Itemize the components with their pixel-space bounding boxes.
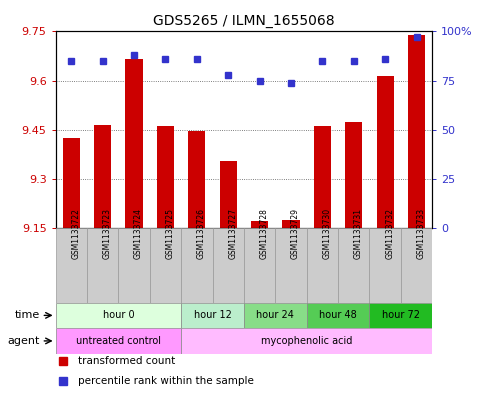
Text: hour 12: hour 12 [194, 310, 231, 320]
Text: untreated control: untreated control [76, 336, 161, 346]
Bar [338, 228, 369, 303]
Bar [369, 228, 401, 303]
Text: GSM1133725: GSM1133725 [165, 208, 174, 259]
Text: GSM1133722: GSM1133722 [71, 208, 80, 259]
Bar [275, 228, 307, 303]
Bar [157, 127, 174, 228]
Text: time: time [14, 310, 40, 320]
Bar [118, 228, 150, 303]
Bar [126, 59, 142, 228]
Bar [181, 228, 213, 303]
Bar [188, 131, 205, 228]
Text: GSM1133733: GSM1133733 [417, 208, 426, 259]
Bar [220, 161, 237, 228]
Text: GSM1133730: GSM1133730 [323, 208, 331, 259]
Text: transformed count: transformed count [78, 356, 175, 367]
Bar [63, 138, 80, 228]
Text: hour 72: hour 72 [382, 310, 420, 320]
Bar [181, 328, 432, 354]
Bar [94, 125, 111, 228]
Text: mycophenolic acid: mycophenolic acid [261, 336, 353, 346]
Bar [369, 303, 432, 328]
Bar [408, 35, 425, 228]
Bar [213, 228, 244, 303]
Text: GSM1133732: GSM1133732 [385, 208, 394, 259]
Text: GSM1133723: GSM1133723 [103, 208, 112, 259]
Text: GSM1133731: GSM1133731 [354, 208, 363, 259]
Bar [56, 328, 181, 354]
Text: GSM1133727: GSM1133727 [228, 208, 237, 259]
Bar [401, 228, 432, 303]
Bar [56, 303, 181, 328]
Text: hour 48: hour 48 [319, 310, 357, 320]
Bar [345, 121, 362, 228]
Bar [251, 221, 268, 228]
Text: percentile rank within the sample: percentile rank within the sample [78, 376, 254, 386]
Text: agent: agent [7, 336, 40, 346]
Bar [244, 228, 275, 303]
Text: hour 0: hour 0 [102, 310, 134, 320]
Text: GSM1133724: GSM1133724 [134, 208, 143, 259]
Bar [314, 127, 331, 228]
Bar [307, 303, 369, 328]
Bar [150, 228, 181, 303]
Text: GSM1133726: GSM1133726 [197, 208, 206, 259]
Text: GSM1133728: GSM1133728 [260, 208, 269, 259]
Bar [283, 220, 299, 228]
Text: hour 24: hour 24 [256, 310, 294, 320]
Bar [56, 228, 87, 303]
Title: GDS5265 / ILMN_1655068: GDS5265 / ILMN_1655068 [153, 14, 335, 28]
Bar [181, 303, 244, 328]
Bar [87, 228, 118, 303]
Bar [377, 75, 394, 228]
Bar [307, 228, 338, 303]
Text: GSM1133729: GSM1133729 [291, 208, 300, 259]
Bar [244, 303, 307, 328]
